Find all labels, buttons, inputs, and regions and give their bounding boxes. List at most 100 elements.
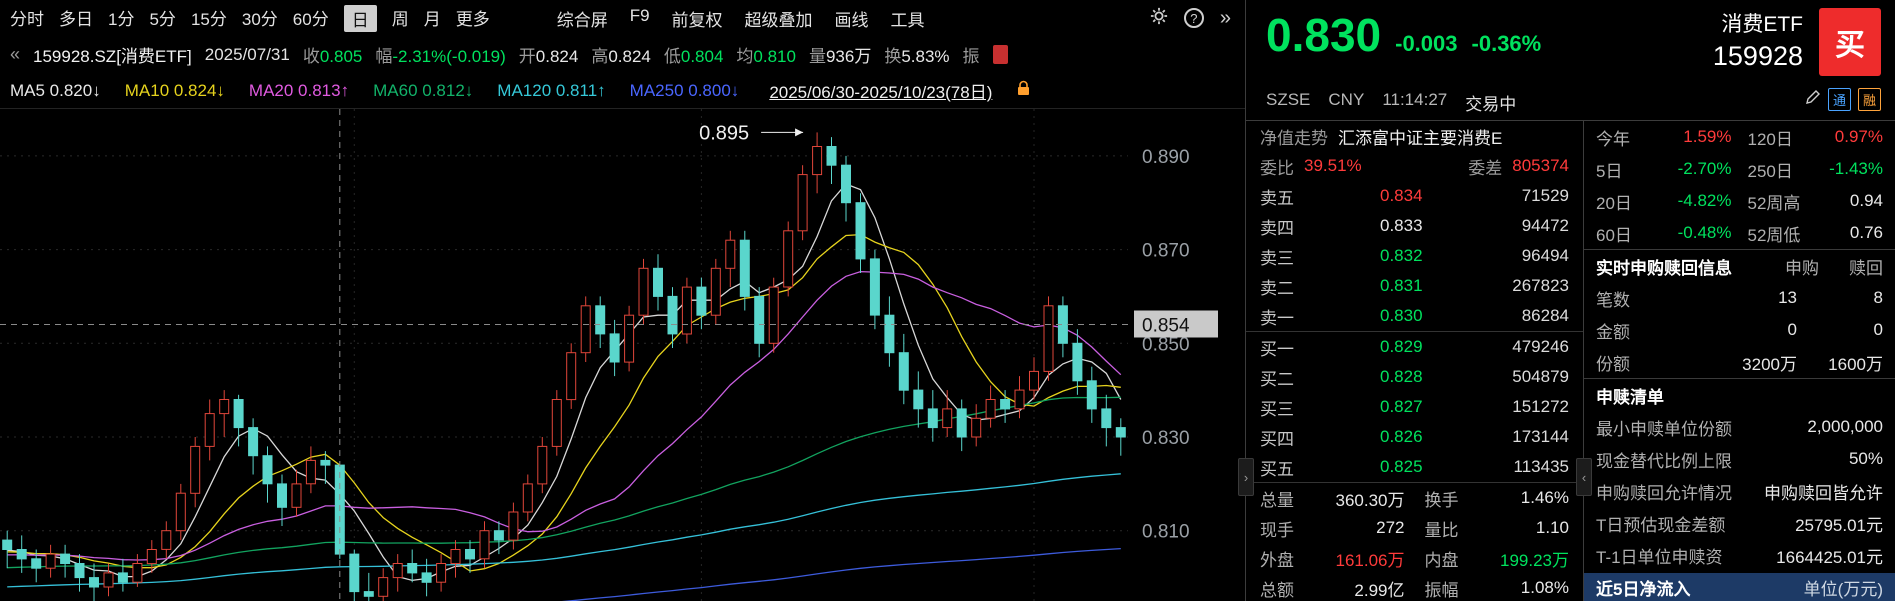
period-tab-日[interactable]: 日 <box>343 4 377 32</box>
bid-row[interactable]: 买二 0.828 504879 <box>1246 362 1583 392</box>
field-label: 收 <box>302 47 320 66</box>
order-price: 0.830 <box>1380 306 1423 325</box>
redeem-value: 8 <box>1873 288 1883 307</box>
info-label: T-1日单位申赎资 <box>1596 547 1723 567</box>
stat-value: 2.99亿 <box>1354 580 1405 600</box>
collapse-left-icon[interactable]: « <box>10 44 21 64</box>
net-inflow-footer[interactable]: 近5日净流入 单位(万元) <box>1584 573 1895 601</box>
stat-label: 总量 <box>1260 490 1294 510</box>
stat-label: 5日 <box>1596 161 1623 181</box>
period-tab-分时[interactable]: 分时 <box>10 9 44 29</box>
period-tab-5分[interactable]: 5分 <box>149 9 176 29</box>
order-price: 0.825 <box>1380 457 1423 476</box>
order-price: 0.829 <box>1380 337 1423 356</box>
stat-label: 52周低 <box>1747 225 1801 245</box>
stat-value: 360.30万 <box>1335 490 1405 510</box>
stat-value: -4.82% <box>1677 191 1732 210</box>
ask-row[interactable]: 卖二 0.831 267823 <box>1246 271 1583 301</box>
order-volume: 151272 <box>1512 397 1569 416</box>
toolbar-action-综合屏[interactable]: 综合屏 <box>556 10 608 30</box>
subscription-title: 实时申购赎回信息 <box>1596 258 1732 278</box>
subscription-row-label: 份额 <box>1596 354 1630 374</box>
stat-label: 总额 <box>1260 580 1294 600</box>
ask-row[interactable]: 卖三 0.832 96494 <box>1246 241 1583 271</box>
stat-label: 250日 <box>1747 161 1793 181</box>
bid-row[interactable]: 买四 0.826 173144 <box>1246 422 1583 452</box>
toolbar-action-超级叠加[interactable]: 超级叠加 <box>744 10 813 30</box>
field-value: 0.824 <box>608 47 651 66</box>
period-tab-多日[interactable]: 多日 <box>59 9 93 29</box>
bid-row[interactable]: 买一 0.829 479246 <box>1246 332 1583 362</box>
ask-row[interactable]: 卖一 0.830 86284 <box>1246 301 1583 331</box>
order-price: 0.826 <box>1380 427 1423 446</box>
order-level-label: 买一 <box>1260 339 1294 359</box>
candlestick-chart[interactable]: 0.890 0.870 0.850 0.830 0.810 0.854 0.895 <box>0 109 1245 601</box>
stat-value: 0.94 <box>1849 191 1883 210</box>
collapse-orderbook-handle[interactable]: › <box>1238 458 1254 496</box>
help-icon[interactable]: ? <box>1183 8 1204 28</box>
ma-indicator-MA5: MA5 0.820↓ <box>10 80 101 100</box>
bid-row[interactable]: 买五 0.825 113435 <box>1246 452 1583 482</box>
rong-badge: 融 <box>1858 88 1881 111</box>
field-label: 幅 <box>375 47 393 66</box>
weibi-value: 39.51% <box>1304 156 1362 175</box>
toolbar-action-前复权[interactable]: 前复权 <box>671 10 723 30</box>
ma-indicator-MA60: MA60 0.812↓ <box>373 80 474 100</box>
unit-label: 单位(万元) <box>1803 579 1883 599</box>
quote-field-振: 振 <box>963 42 980 67</box>
bid-row[interactable]: 买三 0.827 151272 <box>1246 392 1583 422</box>
performance-grid: 今年 1.59% 120日 0.97% 5日 -2.70% 250日 -1.43% 20日 -4.… <box>1584 121 1895 249</box>
quote-stat-row: 现手 272 量比 1.10 <box>1246 513 1583 543</box>
order-price: 0.833 <box>1380 216 1423 235</box>
field-value: 5.83% <box>901 47 950 66</box>
candlestick-chart-area[interactable]: 0.890 0.870 0.850 0.830 0.810 0.854 0.895 <box>0 109 1245 601</box>
period-tab-30分[interactable]: 30分 <box>241 9 278 29</box>
toolbar-action-画线[interactable]: 画线 <box>834 10 869 30</box>
order-volume: 96494 <box>1521 246 1569 265</box>
settings-icon[interactable] <box>1150 7 1168 30</box>
period-tab-15分[interactable]: 15分 <box>190 9 227 29</box>
field-label: 低 <box>663 47 681 66</box>
quote-time: 11:14:27 <box>1382 90 1448 109</box>
period-tab-60分[interactable]: 60分 <box>292 9 329 29</box>
ask-row[interactable]: 卖四 0.833 94472 <box>1246 211 1583 241</box>
quote-field-低: 低0.804 <box>664 42 724 67</box>
redemption-list-header: 申赎清单 <box>1584 378 1895 411</box>
subscription-row-label: 笔数 <box>1596 290 1630 310</box>
period-tab-1分[interactable]: 1分 <box>108 9 135 29</box>
order-volume: 504879 <box>1512 367 1569 386</box>
stat-value: 199.23万 <box>1500 550 1569 570</box>
period-tabs: 分时 多日 1分 5分 15分 30分 60分日周月更多 <box>10 4 490 32</box>
more-chevron-icon[interactable]: » <box>1219 6 1231 29</box>
symbol-label[interactable]: 159928.SZ[消费ETF] <box>33 47 192 66</box>
period-tab-月[interactable]: 月 <box>423 9 441 29</box>
lock-icon[interactable] <box>1016 80 1031 102</box>
fund-name-link[interactable]: 汇添富中证主要消费E <box>1338 128 1503 148</box>
ma-indicator-MA250: MA250 0.800↓ <box>629 80 740 100</box>
info-label: T日预估现金差额 <box>1596 515 1726 535</box>
ask-list: 卖五 0.834 71529 卖四 0.833 94472 卖三 0.832 96494 卖二 0.… <box>1246 181 1583 331</box>
stat-label: 20日 <box>1596 193 1632 213</box>
visible-date-range[interactable]: 2025/06/30-2025/10/23(78日) <box>769 83 993 102</box>
ask-row[interactable]: 卖五 0.834 71529 <box>1246 181 1583 211</box>
period-tab-更多[interactable]: 更多 <box>455 9 490 29</box>
field-label: 开 <box>518 47 536 66</box>
field-value: 936万 <box>825 47 872 66</box>
toolbar-action-F9[interactable]: F9 <box>629 5 650 25</box>
buy-button[interactable]: 买 <box>1819 8 1881 76</box>
order-level-label: 卖一 <box>1260 308 1294 328</box>
field-value: 0.810 <box>753 47 796 66</box>
quote-header: 0.830 -0.003 -0.36% 消费ETF 159928 买 SZSE … <box>1246 0 1895 121</box>
toolbar-action-工具[interactable]: 工具 <box>890 10 925 30</box>
edit-icon[interactable] <box>1805 89 1821 110</box>
subscribe-col-label: 申购 <box>1785 258 1819 278</box>
collapse-sidepanel-handle[interactable]: ‹ <box>1576 458 1592 496</box>
redemption-info-row: T-1日单位申赎资 1664425.01元 <box>1584 539 1895 571</box>
period-tab-周[interactable]: 周 <box>391 9 409 29</box>
stat-label: 现手 <box>1260 520 1294 540</box>
subscription-columns: 申购 赎回 <box>1785 254 1883 279</box>
stat-value: 0.97% <box>1834 127 1883 146</box>
field-label: 换 <box>884 47 902 66</box>
nav-fund-row[interactable]: 净值走势 汇添富中证主要消费E <box>1246 121 1583 151</box>
